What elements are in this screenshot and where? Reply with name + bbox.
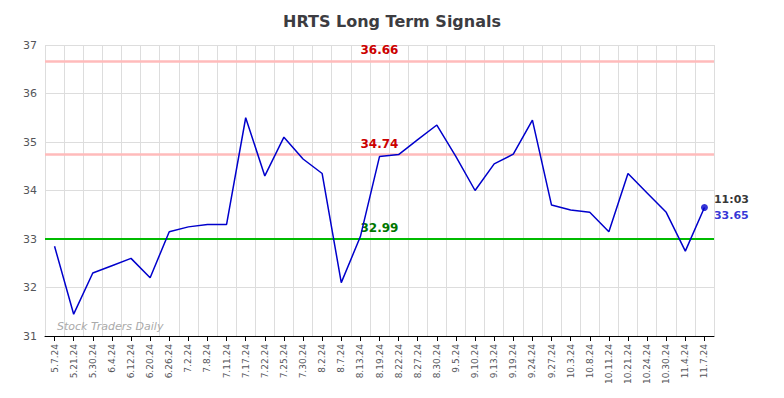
svg-text:35: 35 [23,136,37,149]
svg-text:34: 34 [23,184,37,197]
svg-text:8.19.24: 8.19.24 [375,344,385,379]
svg-text:9.19.24: 9.19.24 [508,344,518,379]
svg-text:5.21.24: 5.21.24 [69,344,79,379]
svg-text:6.12.24: 6.12.24 [126,344,136,379]
svg-text:9.5.24: 9.5.24 [451,344,461,373]
svg-text:6.26.24: 6.26.24 [164,344,174,379]
svg-text:11.7.24: 11.7.24 [699,344,709,379]
svg-text:5.7.24: 5.7.24 [50,344,60,373]
svg-text:7.8.24: 7.8.24 [202,344,212,373]
svg-text:7.17.24: 7.17.24 [241,344,251,379]
svg-text:11:03: 11:03 [714,193,749,206]
svg-text:7.30.24: 7.30.24 [298,344,308,379]
svg-text:8.27.24: 8.27.24 [413,344,423,379]
svg-text:10.21.24: 10.21.24 [623,344,633,384]
svg-text:6.4.24: 6.4.24 [107,344,117,373]
svg-text:5.30.24: 5.30.24 [88,344,98,379]
svg-text:Stock Traders Daily: Stock Traders Daily [57,320,164,333]
svg-text:10.8.24: 10.8.24 [585,344,595,379]
svg-text:7.22.24: 7.22.24 [260,344,270,379]
svg-text:31: 31 [23,330,37,343]
svg-text:10.24.24: 10.24.24 [642,344,652,384]
svg-text:33: 33 [23,233,37,246]
svg-text:9.13.24: 9.13.24 [489,344,499,379]
svg-text:11.4.24: 11.4.24 [680,344,690,379]
svg-text:9.10.24: 9.10.24 [470,344,480,379]
svg-text:10.30.24: 10.30.24 [661,344,671,384]
svg-text:8.7.24: 8.7.24 [336,344,346,373]
svg-text:8.30.24: 8.30.24 [432,344,442,379]
svg-text:32.99: 32.99 [361,221,399,235]
svg-text:7.25.24: 7.25.24 [279,344,289,379]
svg-text:8.13.24: 8.13.24 [355,344,365,379]
svg-text:37: 37 [23,39,37,52]
svg-text:34.74: 34.74 [361,137,399,151]
svg-text:10.11.24: 10.11.24 [604,344,614,384]
svg-text:10.3.24: 10.3.24 [566,344,576,379]
svg-text:9.27.24: 9.27.24 [547,344,557,379]
svg-text:6.20.24: 6.20.24 [145,344,155,379]
svg-text:36.66: 36.66 [361,43,399,57]
svg-text:7.11.24: 7.11.24 [222,344,232,379]
svg-text:9.24.24: 9.24.24 [527,344,537,379]
svg-text:33.65: 33.65 [714,209,749,222]
svg-text:32: 32 [23,281,37,294]
svg-text:8.22.24: 8.22.24 [394,344,404,379]
svg-text:8.2.24: 8.2.24 [317,344,327,373]
svg-text:7.2.24: 7.2.24 [183,344,193,373]
svg-text:HRTS Long Term Signals: HRTS Long Term Signals [283,12,501,31]
svg-text:36: 36 [23,87,37,100]
